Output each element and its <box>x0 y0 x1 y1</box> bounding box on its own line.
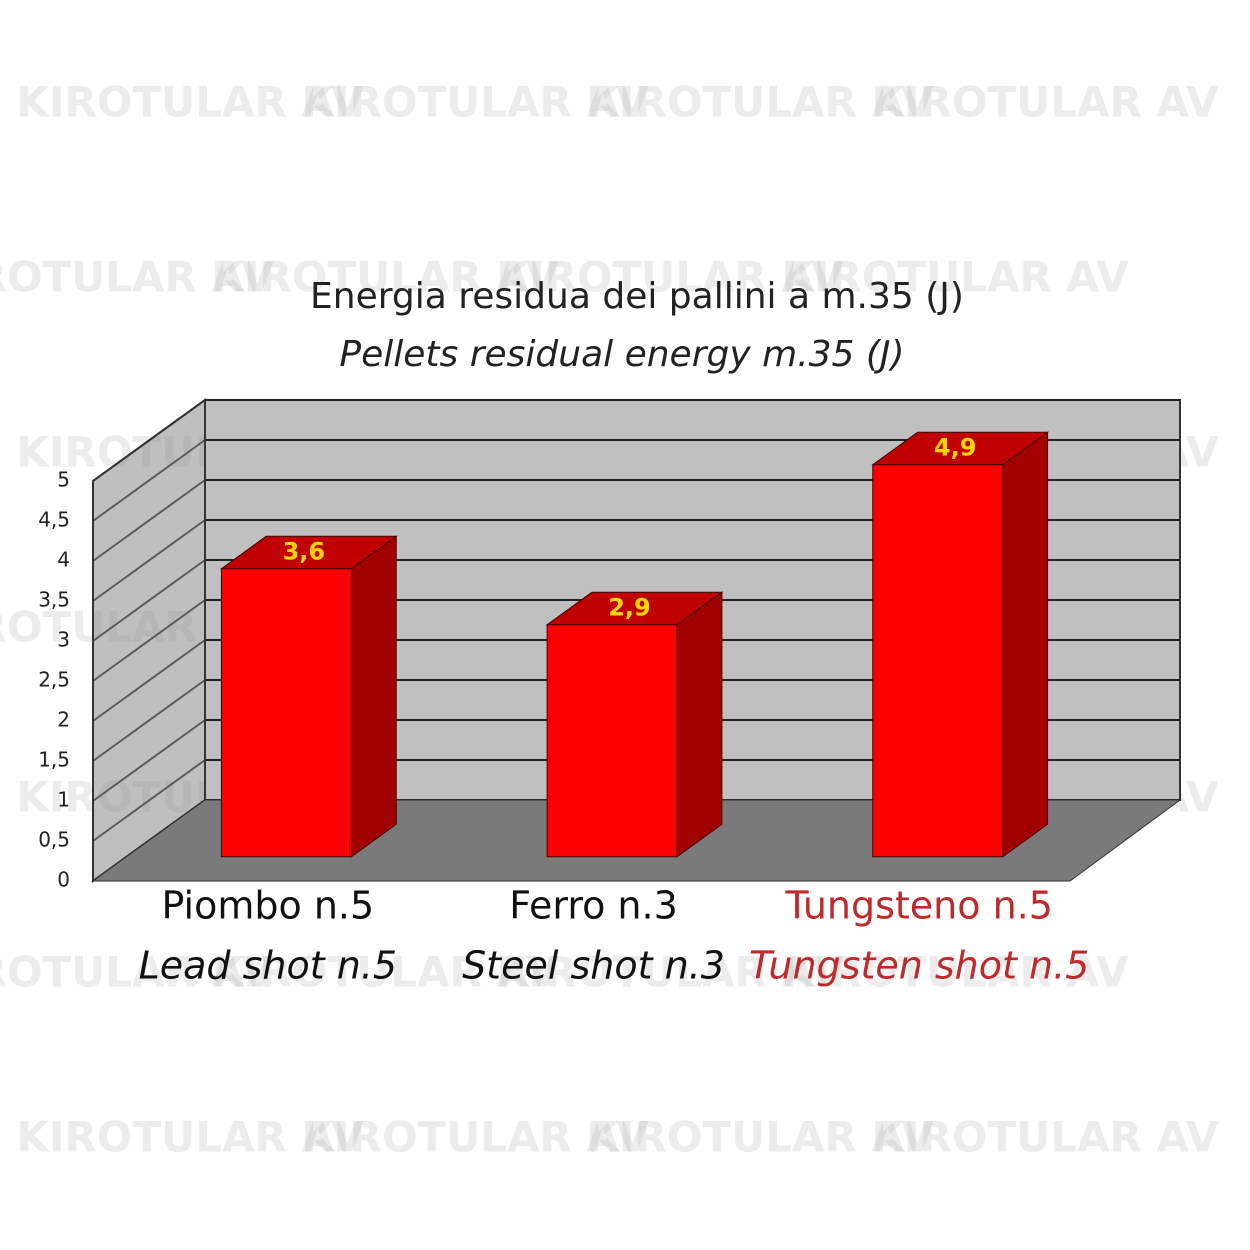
watermark: KIROTULAR AV <box>586 1113 934 1162</box>
watermark: KIROTULAR AV <box>301 1113 649 1162</box>
watermark: KIROTULAR AV <box>871 1113 1219 1162</box>
watermark: KIROTULAR AV <box>0 948 274 997</box>
chart-subtitle: Pellets residual energy m.35 (J) <box>339 334 904 375</box>
watermark: KIROTULAR AV <box>586 78 934 127</box>
bar-side <box>676 591 723 858</box>
x-tick-sublabel: Lead shot n.5 <box>139 944 398 988</box>
watermark: KIROTULAR AV <box>16 1113 364 1162</box>
bar-side <box>1002 431 1049 858</box>
y-tick-label: 1,5 <box>38 748 70 772</box>
x-tick-label: Ferro n.3 <box>509 884 678 928</box>
value-label: 3,6 <box>283 538 326 566</box>
y-tick-label: 1 <box>57 788 70 812</box>
left-wall <box>92 398 206 883</box>
x-tick-sublabel: Steel shot n.3 <box>462 944 725 988</box>
x-tick-label: Tungsteno n.5 <box>784 884 1053 928</box>
bar <box>546 624 678 858</box>
bar-side <box>350 535 397 858</box>
y-tick-label: 5 <box>57 468 70 492</box>
y-tick-label: 4,5 <box>38 508 70 532</box>
y-tick-label: 3 <box>57 628 70 652</box>
value-label: 2,9 <box>608 594 651 622</box>
watermark: KIROTULAR AV <box>211 948 559 997</box>
y-tick-label: 0,5 <box>38 828 70 852</box>
watermark: KIROTULAR AV <box>496 948 844 997</box>
bar <box>872 464 1004 858</box>
watermark: KIROTULAR AV <box>496 253 844 302</box>
y-tick-label: 2,5 <box>38 668 70 692</box>
watermark: KIROTULAR AV <box>0 253 274 302</box>
x-tick-label: Piombo n.5 <box>161 884 374 928</box>
watermark: KIROTULAR AV <box>781 253 1129 302</box>
x-tick-sublabel: Tungsten shot n.5 <box>749 944 1089 988</box>
y-tick-label: 0 <box>57 868 70 892</box>
y-tick-label: 3,5 <box>38 588 70 612</box>
watermark: KIROTULAR AV <box>781 948 1129 997</box>
bar <box>220 568 352 858</box>
watermark: KIROTULAR AV <box>211 253 559 302</box>
watermark: KIROTULAR AV <box>871 78 1219 127</box>
value-label: 4,9 <box>934 434 977 462</box>
watermark: KIROTULAR AV <box>301 78 649 127</box>
y-tick-label: 4 <box>57 548 70 572</box>
y-tick-label: 2 <box>57 708 70 732</box>
watermark: KIROTULAR AV <box>16 78 364 127</box>
chart-title: Energia residua dei pallini a m.35 (J) <box>310 276 964 317</box>
bars: 3,6 2,9 4,9 <box>219 431 1050 858</box>
